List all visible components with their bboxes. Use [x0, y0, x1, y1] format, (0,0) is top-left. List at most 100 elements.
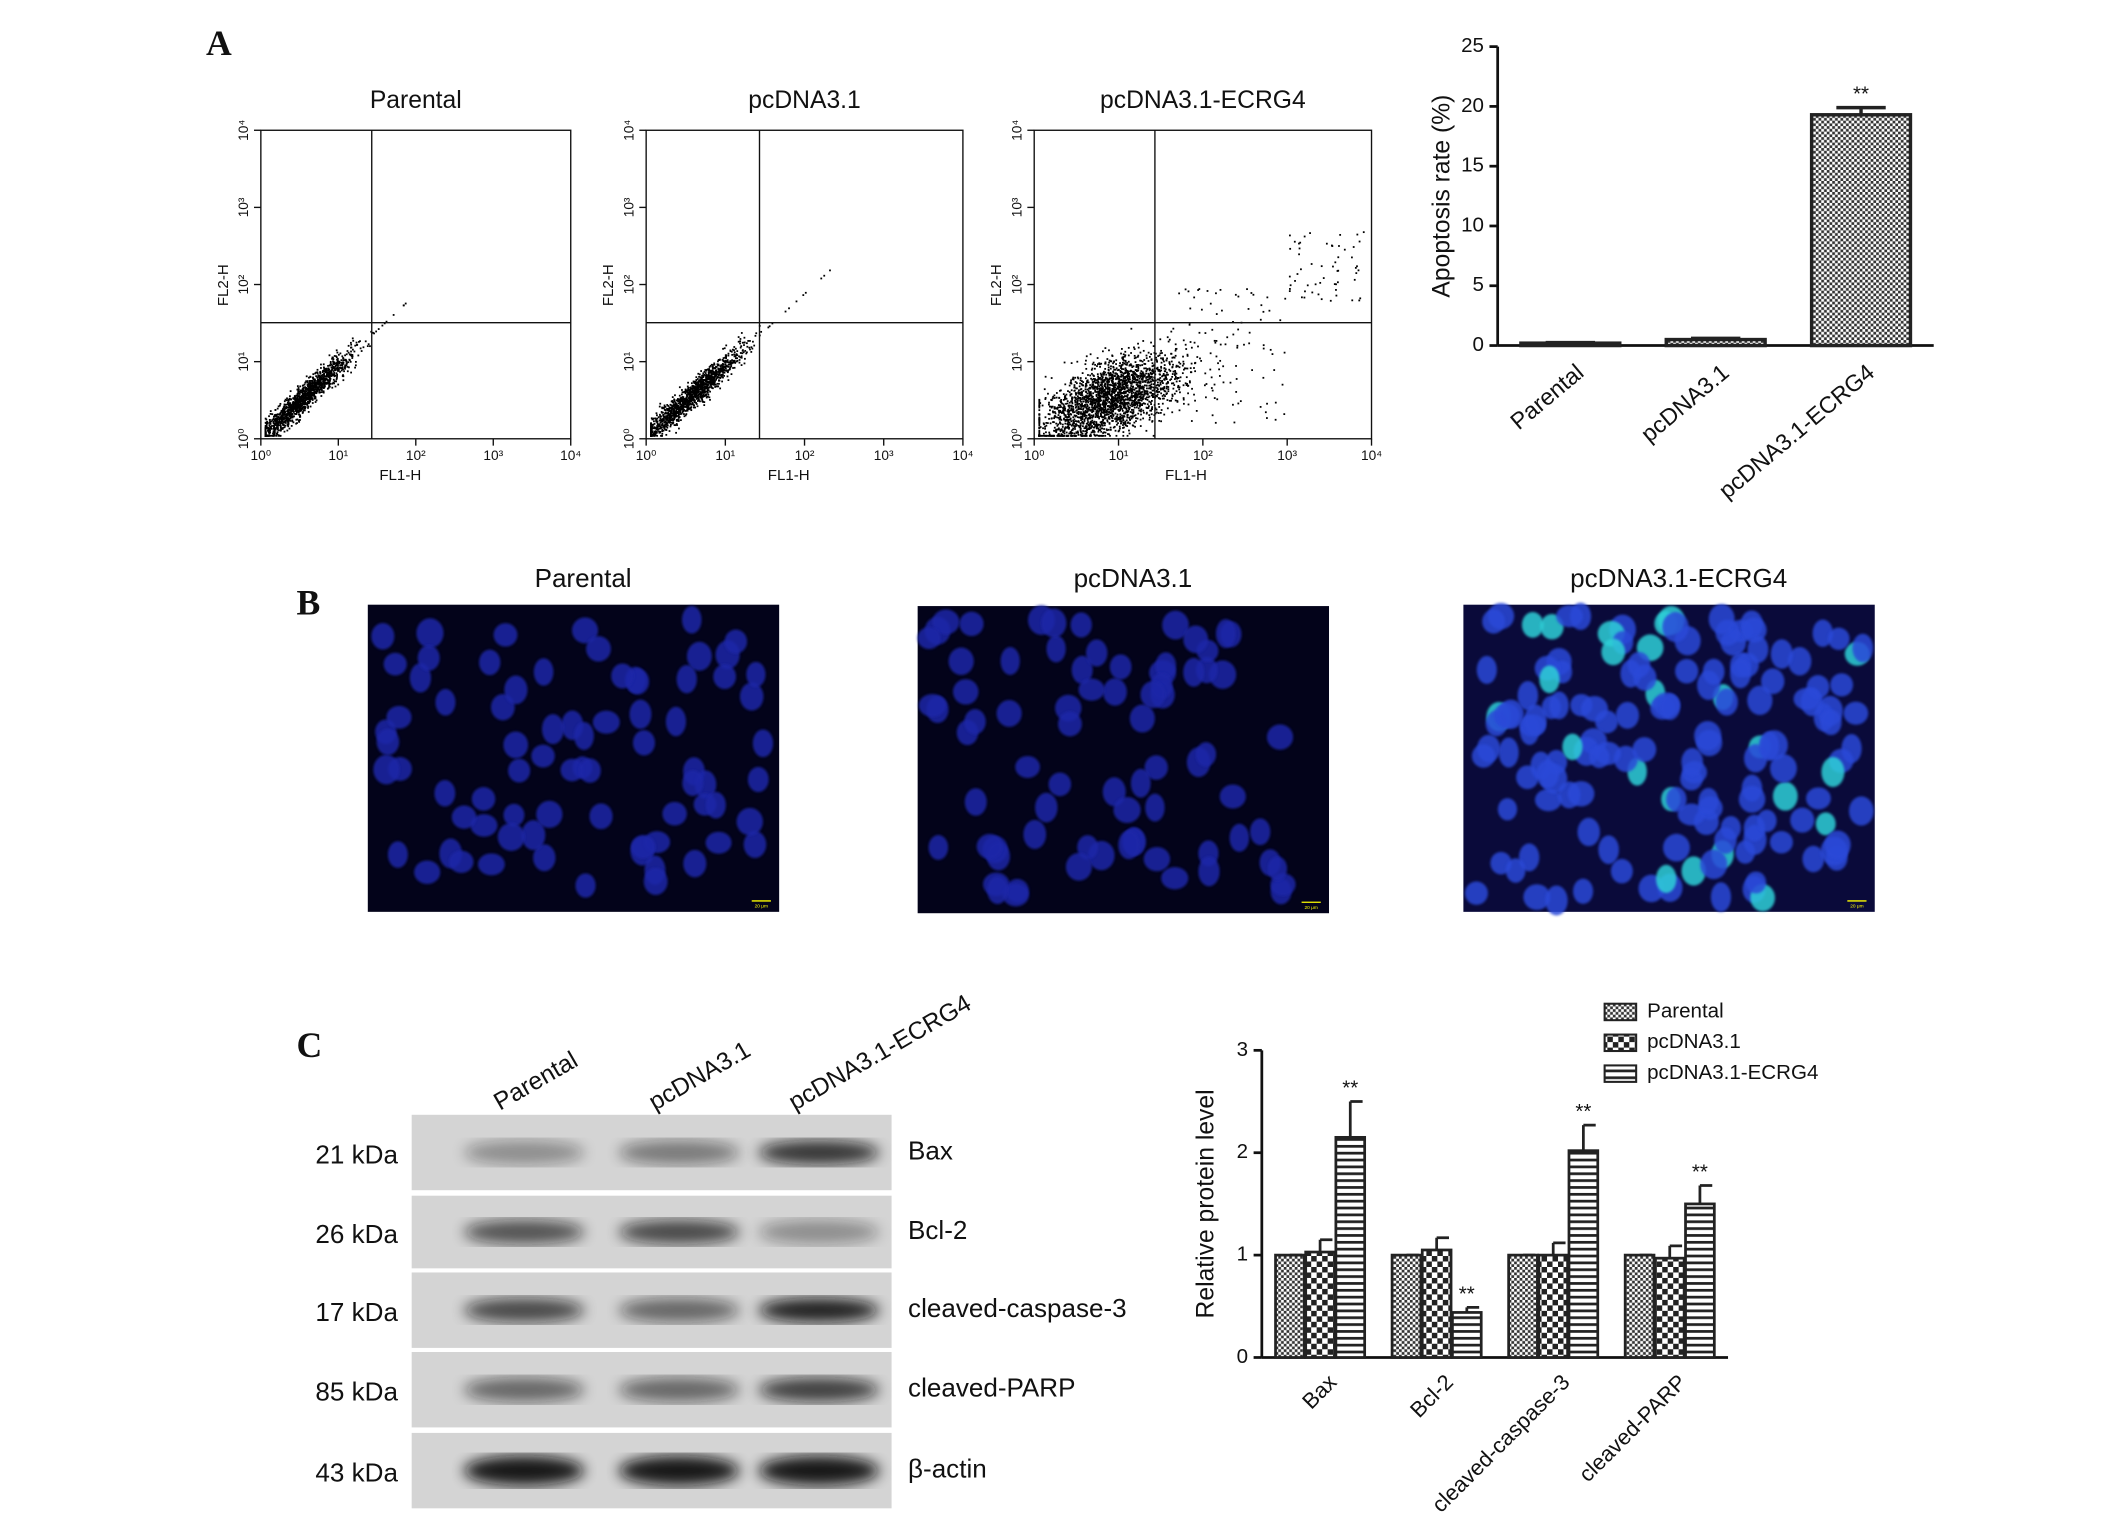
event-dot — [1082, 412, 1085, 415]
x-tick-label: 10¹ — [328, 448, 348, 463]
event-dot — [1145, 357, 1148, 360]
event-dot — [659, 421, 662, 424]
event-dot — [678, 408, 680, 411]
event-dot — [1069, 393, 1072, 396]
event-dot — [1060, 419, 1063, 421]
event-dot — [1068, 427, 1070, 430]
event-dot — [683, 400, 686, 403]
event-dot — [1045, 424, 1048, 427]
event-dot — [651, 418, 654, 421]
event-dot — [689, 387, 692, 390]
event-dot — [1100, 384, 1103, 387]
event-dot — [1102, 387, 1104, 389]
event-dot — [708, 396, 711, 399]
event-dot — [351, 354, 354, 356]
event-dot — [1130, 352, 1132, 354]
event-dot — [1128, 408, 1130, 411]
event-dot — [1133, 354, 1136, 357]
event-dot — [712, 370, 715, 373]
event-dot — [1164, 390, 1167, 393]
event-dot — [1122, 353, 1125, 356]
event-dot — [1127, 398, 1130, 401]
event-dot — [1124, 367, 1127, 370]
event-dot — [702, 400, 704, 403]
event-dot — [697, 391, 700, 394]
event-dot — [695, 402, 697, 404]
event-dot — [328, 376, 331, 379]
event-dot — [307, 391, 310, 394]
event-dot — [671, 417, 674, 420]
event-dot — [1142, 386, 1145, 389]
event-dot — [1104, 362, 1106, 365]
event-dot — [704, 383, 707, 386]
event-dot — [1082, 413, 1085, 416]
event-dot — [704, 387, 706, 390]
event-dot — [707, 380, 710, 383]
event-dot — [1093, 385, 1096, 388]
event-dot — [343, 366, 346, 368]
event-dot — [320, 367, 322, 369]
event-dot — [317, 383, 320, 385]
event-dot — [1060, 428, 1063, 431]
y-axis-label: FL2-H — [215, 264, 232, 306]
event-dot — [1102, 434, 1105, 437]
event-dot — [351, 348, 354, 351]
event-dot — [672, 412, 675, 415]
event-dot — [1084, 430, 1086, 433]
event-dot — [1114, 429, 1117, 432]
event-dot — [1141, 371, 1144, 374]
event-dot — [697, 398, 700, 400]
y-tick-label: 10⁴ — [236, 120, 251, 141]
event-dot — [674, 401, 677, 404]
event-dot — [1063, 397, 1066, 399]
event-dot — [1128, 376, 1131, 378]
event-dot — [739, 346, 742, 349]
event-dot — [653, 426, 656, 429]
event-dot — [306, 389, 309, 391]
event-dot — [1139, 359, 1142, 362]
event-dot — [1104, 401, 1107, 404]
event-dot — [1077, 406, 1080, 409]
event-dot — [275, 420, 278, 423]
event-dot — [1134, 397, 1137, 400]
event-dot — [1062, 409, 1065, 412]
event-dot — [1057, 417, 1060, 419]
event-dot — [1185, 384, 1188, 386]
event-dot — [351, 357, 354, 359]
event-dot — [731, 353, 734, 356]
event-dot — [743, 362, 746, 365]
event-dot — [347, 351, 350, 354]
event-dot — [299, 400, 302, 403]
event-dot — [724, 356, 727, 359]
event-dot — [725, 355, 727, 358]
event-dot — [342, 359, 345, 362]
event-dot — [722, 363, 725, 366]
event-dot — [1121, 383, 1124, 385]
event-dot — [309, 400, 312, 403]
event-dot — [687, 402, 689, 405]
event-dot — [1093, 402, 1096, 404]
event-dot — [331, 368, 334, 370]
event-dot — [333, 374, 336, 377]
event-dot — [1050, 417, 1053, 420]
event-dot — [1126, 394, 1129, 396]
event-dot — [1093, 423, 1095, 426]
event-dot — [1101, 416, 1104, 419]
event-dot — [704, 369, 707, 371]
event-dot — [1138, 393, 1141, 395]
event-dot — [305, 392, 308, 395]
event-dot — [340, 364, 342, 367]
event-dot — [1130, 408, 1133, 411]
event-dot — [311, 399, 314, 401]
event-dot — [280, 428, 282, 431]
event-dot — [322, 376, 325, 379]
event-dot — [1162, 382, 1164, 384]
event-dot — [1100, 430, 1103, 433]
event-dot — [659, 402, 662, 405]
event-dot — [1099, 389, 1102, 392]
event-dot — [1059, 389, 1062, 392]
event-dot — [337, 383, 340, 386]
event-dot — [1088, 395, 1091, 398]
event-dot — [1108, 378, 1111, 381]
event-dot — [334, 365, 337, 367]
